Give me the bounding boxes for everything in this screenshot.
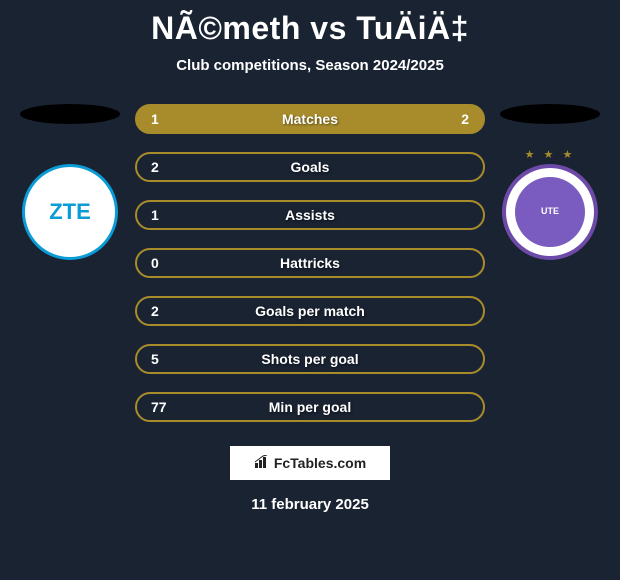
stat-label: Goals per match [255,303,365,319]
stat-pill-hattricks: 0 Hattricks [135,248,485,278]
stat-label: Hattricks [280,255,340,271]
right-club-badge: UTE [502,164,598,260]
page-subtitle: Club competitions, Season 2024/2025 [0,57,620,74]
left-column: ZTE [15,104,125,260]
stat-pill-assists: 1 Assists [135,200,485,230]
stat-label: Matches [282,111,338,127]
stat-left-value: 5 [151,351,159,367]
stat-pill-min-per-goal: 77 Min per goal [135,392,485,422]
chart-icon [254,455,270,472]
right-club-badge-text: UTE [515,177,585,247]
right-column: ★ ★ ★ UTE [495,104,605,260]
left-club-badge: ZTE [22,164,118,260]
left-club-badge-wrap: ZTE [22,164,118,260]
stat-label: Shots per goal [261,351,358,367]
date-label: 11 february 2025 [0,496,620,513]
brand-box[interactable]: FcTables.com [230,446,390,480]
stat-left-value: 0 [151,255,159,271]
stat-right-value: 2 [461,111,469,127]
stat-left-value: 2 [151,303,159,319]
stat-label: Goals [291,159,330,175]
page-title: NÃ©meth vs TuÄiÄ‡ [0,0,620,47]
stat-label: Min per goal [269,399,351,415]
player-shadow-right [500,104,600,124]
stat-left-value: 77 [151,399,167,415]
stat-label: Assists [285,207,335,223]
stat-pill-matches: 1 Matches 2 [135,104,485,134]
right-club-stars: ★ ★ ★ [502,148,598,161]
stat-pill-goals-per-match: 2 Goals per match [135,296,485,326]
left-club-badge-text: ZTE [49,199,91,225]
stat-left-value: 1 [151,111,159,127]
content-row: ZTE 1 Matches 2 2 Goals 1 Assists 0 Hattricks 2 Go… [0,104,620,422]
stat-pill-goals: 2 Goals [135,152,485,182]
player-shadow-left [20,104,120,124]
stat-left-value: 1 [151,207,159,223]
stat-left-value: 2 [151,159,159,175]
stats-column: 1 Matches 2 2 Goals 1 Assists 0 Hattricks 2 Goals … [135,104,485,422]
right-club-badge-wrap: ★ ★ ★ UTE [502,164,598,260]
stat-pill-shots-per-goal: 5 Shots per goal [135,344,485,374]
brand-label: FcTables.com [274,455,366,471]
